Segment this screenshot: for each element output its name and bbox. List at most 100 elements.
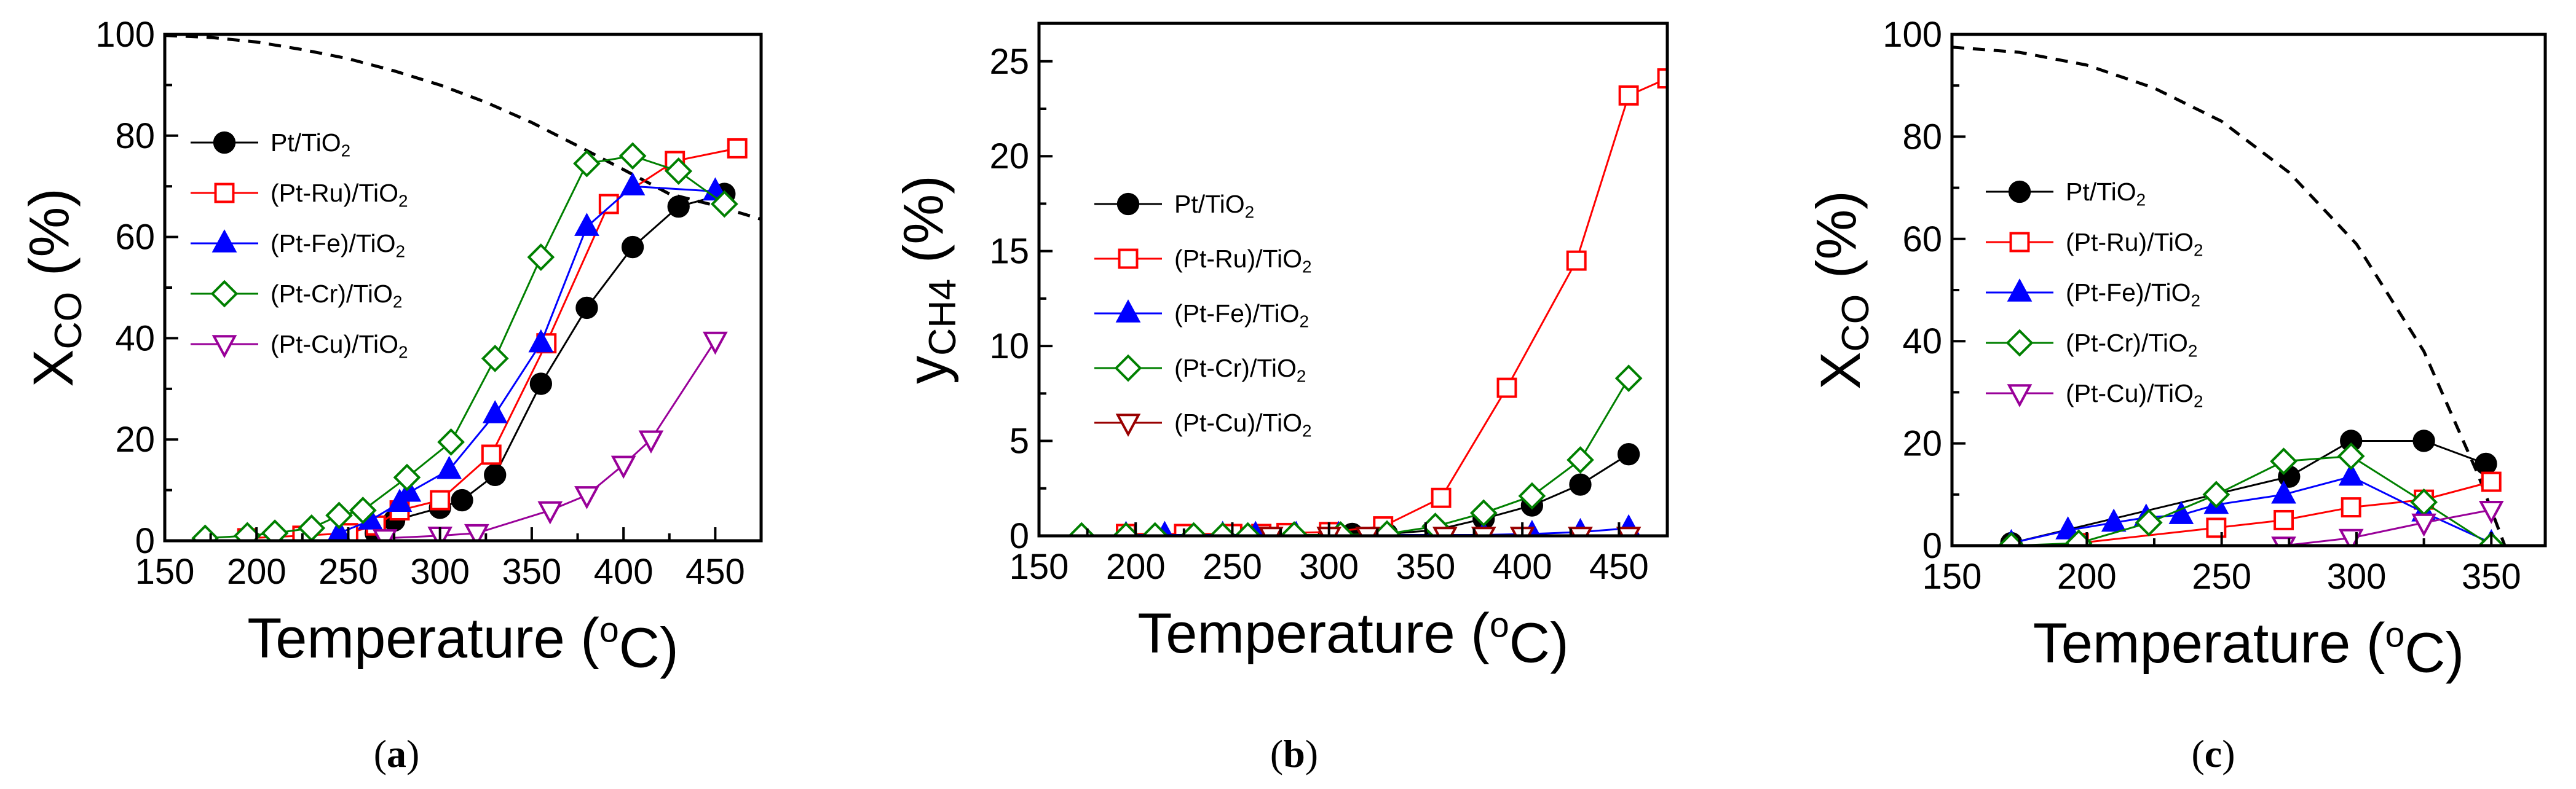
legend-label: (Pt-Fe)/TiO2 xyxy=(1174,299,1309,331)
series-line xyxy=(375,193,725,534)
y-tick-label: 40 xyxy=(115,318,155,358)
data-point-circle xyxy=(621,235,644,259)
x-tick-label: 250 xyxy=(1203,547,1262,587)
legend-item: (Pt-Cu)/TiO2 xyxy=(1986,379,2203,410)
legend-label: Pt/TiO2 xyxy=(1174,190,1254,221)
legend-text: (Pt-Fe)/TiO xyxy=(271,229,395,257)
y-tick-label: 40 xyxy=(1902,321,1942,361)
series--pt-cr-tio2 xyxy=(1067,364,1643,536)
data-point-triangle-up xyxy=(482,400,508,423)
data-point-diamond xyxy=(1180,522,1207,536)
legend-text: Pt/TiO xyxy=(2066,178,2136,206)
data-point-triangle-down xyxy=(1432,527,1458,536)
legend-subscript: 2 xyxy=(398,191,408,210)
legend-subscript: 2 xyxy=(1302,421,1312,440)
legend-subscript: 2 xyxy=(395,241,405,261)
data-point-circle xyxy=(1569,473,1592,496)
legend-item: (Pt-Cr)/TiO2 xyxy=(1094,354,1306,385)
legend-text: (Pt-Ru)/TiO xyxy=(2066,228,2194,256)
legend-text: Pt/TiO xyxy=(1174,190,1245,218)
y-tick-label: 80 xyxy=(1902,117,1942,157)
legend-subscript: 2 xyxy=(398,342,408,361)
data-point-triangle-down xyxy=(1355,527,1380,536)
degree-symbol: o xyxy=(1490,605,1509,645)
series-pt-tio2 xyxy=(2000,430,2497,546)
data-point-square xyxy=(727,138,748,159)
legend-item: (Pt-Fe)/TiO2 xyxy=(1094,299,1309,331)
data-point-diamond xyxy=(665,157,693,185)
data-point-triangle-down xyxy=(610,455,636,479)
legend-item: (Pt-Fe)/TiO2 xyxy=(191,229,405,261)
data-point-triangle-down xyxy=(703,331,728,355)
data-point-diamond xyxy=(1373,520,1401,536)
x-tick-label: 200 xyxy=(227,552,286,592)
data-point-triangle-down xyxy=(1568,527,1593,536)
chart-panel-a: 150 200 250 300 350 400 450 0 20 40 60 80 100 Tempera… xyxy=(18,15,763,775)
data-point-square xyxy=(1118,248,1139,269)
data-point-triangle-down xyxy=(211,335,237,358)
data-point-triangle-up xyxy=(2338,462,2364,486)
y-tick-label: 20 xyxy=(115,420,155,460)
y-tick-label: 0 xyxy=(135,521,155,561)
legend-item: (Pt-Ru)/TiO2 xyxy=(1986,228,2203,259)
legend-item: (Pt-Ru)/TiO2 xyxy=(1094,245,1312,276)
data-point-triangle-down xyxy=(1471,527,1496,536)
data-point-diamond xyxy=(437,428,465,456)
data-point-diamond xyxy=(710,190,738,218)
legend-label: (Pt-Fe)/TiO2 xyxy=(271,229,405,261)
y-tick-label: 0 xyxy=(1009,516,1029,556)
legend-subscript: 2 xyxy=(1245,202,1255,221)
legend: Pt/TiO2(Pt-Ru)/TiO2(Pt-Fe)/TiO2(Pt-Cr)/T… xyxy=(1094,190,1312,440)
data-point-diamond xyxy=(618,142,647,170)
caption-close: ) xyxy=(1305,732,1318,775)
legend-subscript: 2 xyxy=(2191,291,2200,310)
data-point-triangle-up xyxy=(2007,278,2033,302)
axes-frame xyxy=(163,33,763,543)
data-point-square xyxy=(481,444,502,465)
data-point-triangle-down xyxy=(1616,527,1642,536)
label-subscript: CO xyxy=(47,292,90,350)
data-point-diamond xyxy=(1614,364,1643,393)
data-point-triangle-down xyxy=(2271,536,2296,546)
chart-panel-c: 150 200 250 300 350 0 20 40 60 80 100 Temperature (… xyxy=(1806,15,2547,775)
axes-frame xyxy=(1950,33,2547,548)
data-point-diamond xyxy=(1234,522,1262,536)
data-point-diamond xyxy=(573,149,601,178)
series--pt-cu-tio2 xyxy=(372,331,728,541)
y-tick-label: 60 xyxy=(115,218,155,257)
series--pt-cr-tio2 xyxy=(1997,442,2505,546)
caption-open: ( xyxy=(1270,732,1283,775)
legend-text: (Pt-Ru)/TiO xyxy=(271,179,398,207)
data-point-circle xyxy=(1617,443,1640,466)
axis-label-text: Temperature ( xyxy=(2033,612,2385,675)
legend-text: (Pt-Cu)/TiO xyxy=(2066,379,2194,407)
data-point-circle xyxy=(2008,180,2031,203)
x-axis-label: Temperature (oC) xyxy=(247,607,678,680)
caption-open: ( xyxy=(374,732,387,775)
data-point-square xyxy=(2274,509,2294,530)
y-tick-label: 15 xyxy=(989,232,1029,272)
legend-subscript: 2 xyxy=(2194,391,2203,410)
legend-subscript: 2 xyxy=(1299,312,1309,331)
y-tick-label: 20 xyxy=(989,136,1029,176)
legend-item: (Pt-Cu)/TiO2 xyxy=(1094,409,1312,440)
data-point-triangle-up xyxy=(2055,516,2080,540)
legend-label: Pt/TiO2 xyxy=(271,128,350,160)
series-line xyxy=(2078,481,2492,544)
x-tick-label: 300 xyxy=(410,552,470,592)
data-point-circle xyxy=(2475,452,2497,476)
plot-area xyxy=(1067,68,1667,536)
panel-caption: (a) xyxy=(374,732,420,775)
legend-label: (Pt-Ru)/TiO2 xyxy=(1174,245,1312,276)
legend-label: (Pt-Cr)/TiO2 xyxy=(1174,354,1306,385)
data-point-triangle-up xyxy=(211,229,237,253)
y-tick-label: 10 xyxy=(989,326,1029,366)
x-tick-label: 150 xyxy=(135,552,195,592)
legend-label: Pt/TiO2 xyxy=(2066,178,2146,209)
x-tick-label: 150 xyxy=(1009,547,1069,587)
axis-label-text: C) xyxy=(2404,622,2464,685)
x-tick-label: 350 xyxy=(502,552,562,592)
y-axis-label: XCO (%) xyxy=(1806,190,1877,390)
series-line xyxy=(2283,509,2492,546)
